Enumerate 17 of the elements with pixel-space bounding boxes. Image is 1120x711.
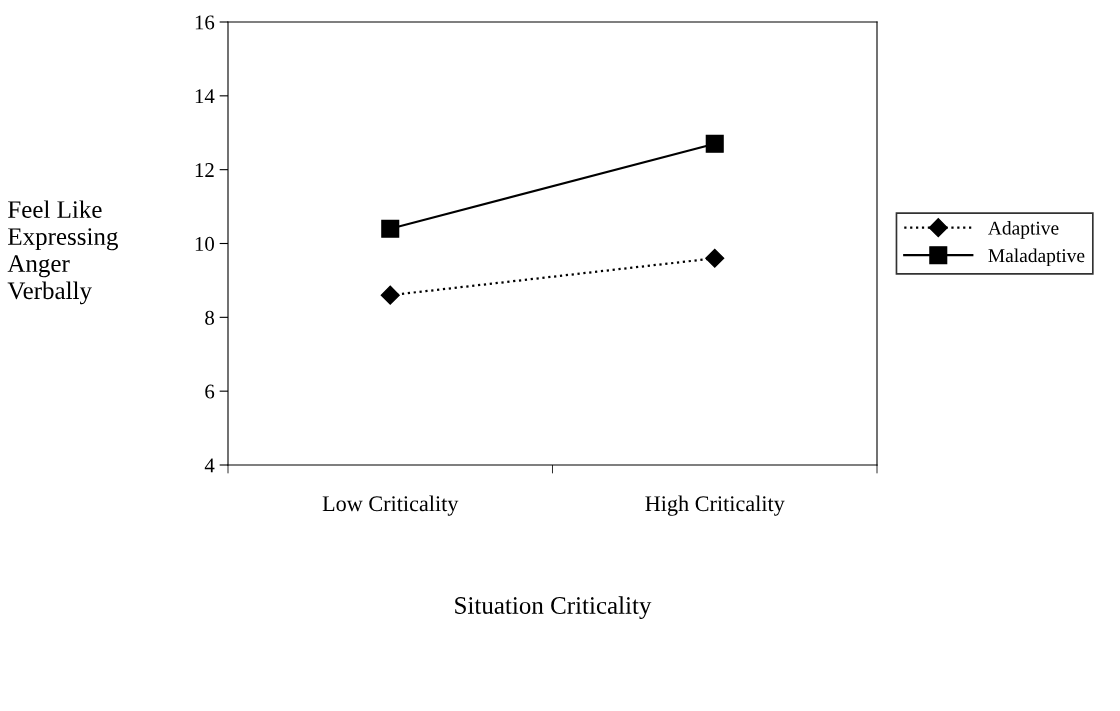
x-tick-label: High Criticality bbox=[645, 495, 785, 516]
point bbox=[705, 248, 725, 268]
y-tick-label: 12 bbox=[195, 163, 214, 177]
y-tick-label: 8 bbox=[205, 310, 215, 325]
point bbox=[381, 219, 400, 238]
y-tick-label: 4 bbox=[204, 458, 215, 473]
y-axis-title: Feel Like Expressing Anger Verbally bbox=[7, 200, 118, 305]
y-tick-label: 10 bbox=[195, 236, 215, 251]
y-tick-label: 16 bbox=[195, 15, 215, 30]
y-tick-label: 14 bbox=[195, 89, 215, 104]
point bbox=[380, 285, 400, 305]
y-tick-label: 6 bbox=[205, 384, 215, 399]
x-axis-title: Situation Criticality bbox=[455, 596, 652, 620]
x-tick-label: Low Criticality bbox=[322, 495, 459, 516]
legend-label: Adaptive bbox=[988, 221, 1059, 239]
point bbox=[705, 134, 724, 153]
legend-label: Maladaptive bbox=[988, 248, 1085, 267]
